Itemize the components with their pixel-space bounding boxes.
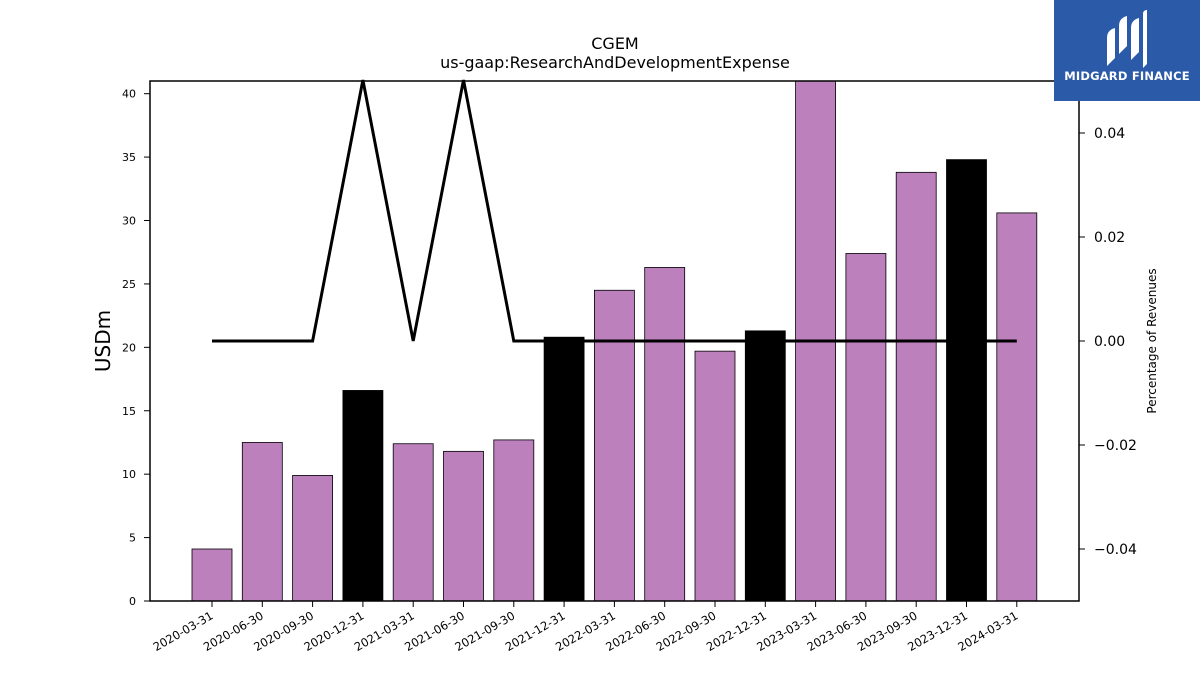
bars-group [191,80,1038,602]
bar-2022-03-31 [594,289,635,602]
y-axis: 0 5 10 15 20 25 30 35 40 [122,88,150,608]
bar-2021-06-30 [443,450,484,602]
bar-2024-03-31 [996,212,1038,602]
y-tick-label: 5 [129,532,136,545]
y-axis-label: USDm [91,310,115,372]
y-tick-label: 20 [122,341,136,354]
bar-2022-12-31 [744,330,786,602]
y-tick-label: 10 [122,468,136,481]
y-tick-label: 15 [122,405,136,418]
y2-tick-label: −0.02 [1094,438,1137,454]
chart-subtitle: us-gaap:ResearchAndDevelopmentExpense [440,53,790,72]
y-tick-label: 35 [122,151,136,164]
x-axis: 2020-03-312020-06-302020-09-302020-12-31… [151,601,1020,654]
bar-2021-12-31 [543,336,585,602]
bar-2023-12-31 [946,159,987,602]
y2-tick-label: 0.02 [1094,230,1125,246]
bar-2022-06-30 [644,267,686,602]
bar-2020-09-30 [292,475,334,602]
y2-axis: −0.04 −0.02 0.00 0.02 0.04 [1079,126,1137,558]
midgard-finance-logo: MIDGARD FINANCE [1054,0,1200,101]
y2-tick-label: −0.04 [1094,542,1137,558]
y-tick-label: 40 [122,88,136,101]
y-tick-label: 25 [122,278,136,291]
y-tick-label: 30 [122,215,136,228]
y2-tick-label: 0.04 [1094,126,1125,142]
bar-2023-09-30 [895,171,937,602]
y-tick-label: 0 [129,595,136,608]
chart-title: CGEM [591,34,638,53]
bar-2021-03-31 [392,443,434,602]
bar-2020-06-30 [241,442,283,602]
bar-2020-12-31 [342,390,384,602]
bar-2020-03-31 [191,548,233,602]
line-group [212,79,1017,343]
bar-2021-09-30 [493,439,535,602]
y2-axis-label: Percentage of Revenues [1145,268,1159,413]
midgard-logo-icon [1107,10,1147,68]
bar-2022-09-30 [694,350,736,602]
logo-text: MIDGARD FINANCE [1064,69,1190,83]
percentage-line [212,79,1017,343]
y2-tick-label: 0.00 [1094,334,1125,350]
bar-2023-06-30 [845,253,887,602]
